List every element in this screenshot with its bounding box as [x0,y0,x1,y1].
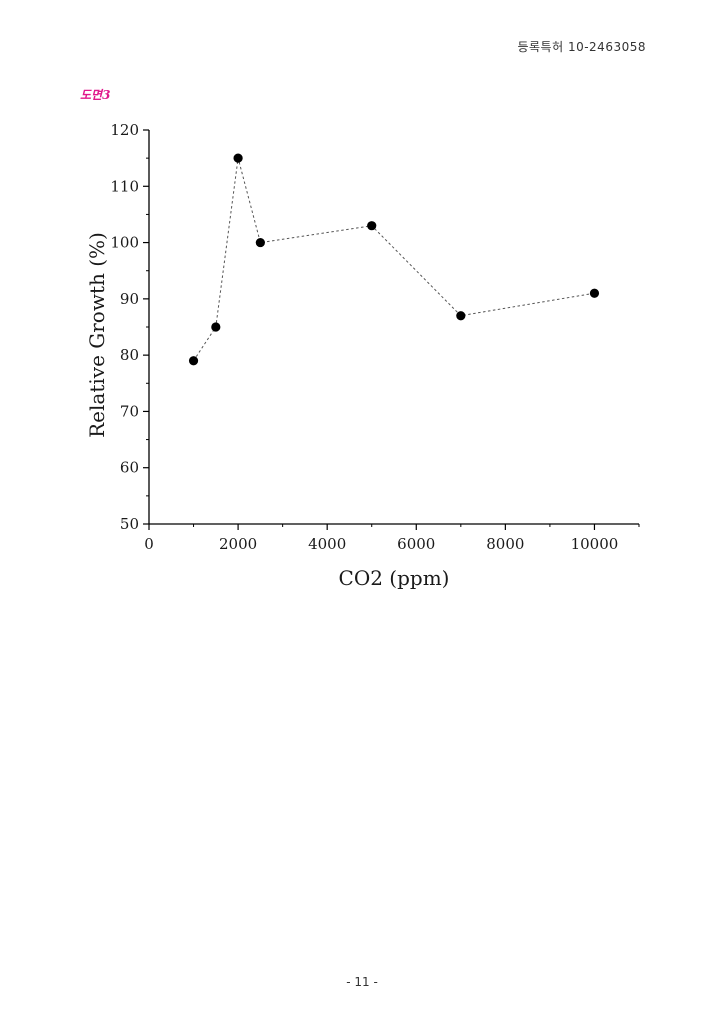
y-tick-label: 120 [110,121,139,139]
x-tick-label: 0 [144,535,154,553]
y-axis-title: Relative Growth (%) [85,232,109,438]
chart-points [189,154,599,366]
x-tick-label: 2000 [219,535,257,553]
y-tick-label: 80 [120,346,139,364]
x-tick-label: 10000 [571,535,619,553]
x-tick-label: 6000 [397,535,435,553]
page-number: - 11 - [0,975,724,989]
chart-series-line [194,158,595,361]
x-tick-label: 8000 [486,535,524,553]
x-tick-label: 4000 [308,535,346,553]
chart-ticks: 50 60 70 80 90 100 110 120 0 2000 4000 6000 8000 1000… [110,121,639,553]
data-point [256,238,265,247]
relative-growth-chart: 50 60 70 80 90 100 110 120 0 2000 4000 6000 8000 1000… [0,0,724,620]
data-point [456,311,465,320]
x-axis-title: CO2 (ppm) [339,566,450,590]
y-tick-label: 110 [110,177,139,195]
chart-axes [149,130,639,524]
data-point [367,221,376,230]
y-tick-label: 90 [120,290,139,308]
y-tick-label: 60 [120,459,139,477]
y-tick-label: 100 [110,234,139,252]
data-point [189,356,198,365]
y-tick-label: 70 [120,402,139,420]
data-point [233,154,242,163]
y-tick-label: 50 [120,515,139,533]
data-point [590,289,599,298]
data-point [211,322,220,331]
series-line [194,158,595,361]
